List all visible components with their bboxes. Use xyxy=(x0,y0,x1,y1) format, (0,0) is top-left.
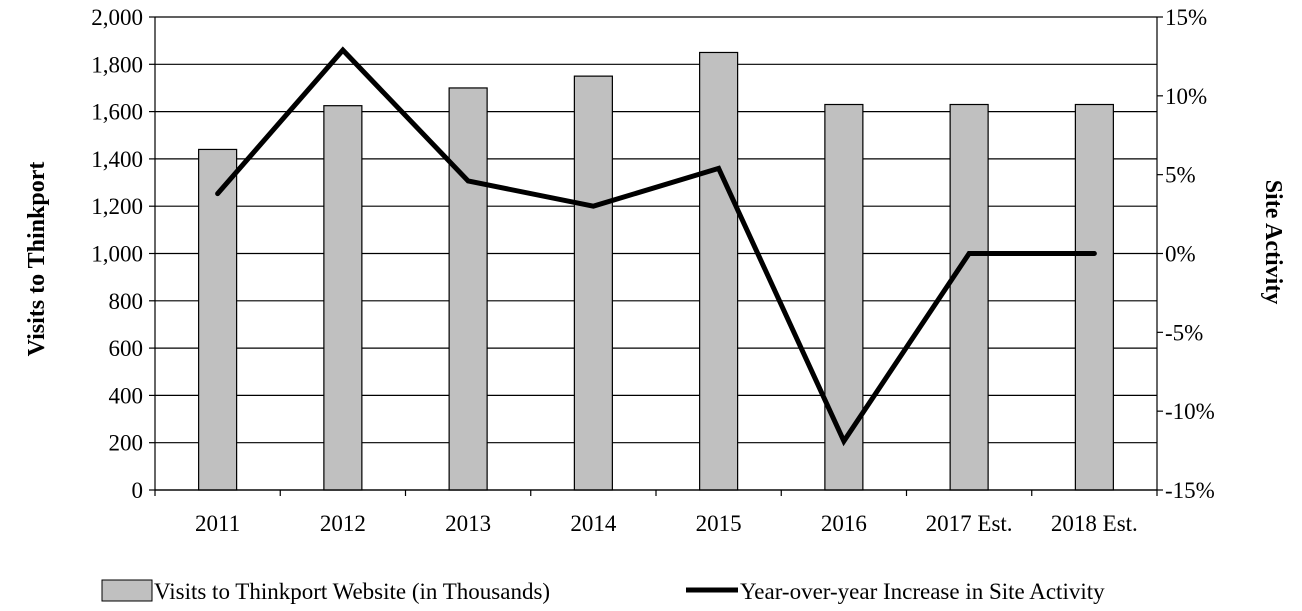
left-tick-label: 1,800 xyxy=(91,52,143,77)
category-label: 2011 xyxy=(195,511,240,536)
right-tick-label: 0% xyxy=(1165,242,1196,267)
right-tick-label: 10% xyxy=(1165,84,1207,109)
left-tick-label: 2,000 xyxy=(91,5,143,30)
growth-line xyxy=(215,46,1097,447)
category-label: 2018 Est. xyxy=(1051,511,1138,536)
category-label: 2017 Est. xyxy=(926,511,1013,536)
bar xyxy=(949,103,989,491)
bar xyxy=(1074,103,1114,491)
left-tick-label: 800 xyxy=(109,289,144,314)
right-tick-label: 5% xyxy=(1165,163,1196,188)
bar xyxy=(573,75,613,491)
bar-series xyxy=(198,51,1114,491)
left-axis-ticks: 0 200 400 600 800 1,000 1,200 1,400 1,600 1,800 2,… xyxy=(91,5,155,503)
left-tick-label: 1,200 xyxy=(91,194,143,219)
category-label: 2012 xyxy=(320,511,366,536)
bar xyxy=(323,105,363,491)
left-tick-label: 0 xyxy=(132,478,144,503)
legend-line-label: Year-over-year Increase in Site Activity xyxy=(740,579,1105,604)
right-axis-ticks: -15% -10% -5% 0% 5% 10% 15% xyxy=(1157,5,1215,503)
bar xyxy=(824,103,864,491)
right-axis-title: Site Activity xyxy=(1260,180,1286,305)
left-tick-label: 600 xyxy=(109,336,144,361)
left-tick-label: 1,400 xyxy=(91,147,143,172)
category-label: 2014 xyxy=(570,511,617,536)
gridlines xyxy=(155,16,1157,491)
axes xyxy=(154,17,1158,496)
legend: Visits to Thinkport Website (in Thousand… xyxy=(101,579,1105,604)
bar xyxy=(198,148,238,491)
right-tick-label: 15% xyxy=(1165,5,1207,30)
category-label: 2015 xyxy=(696,511,742,536)
left-tick-label: 200 xyxy=(109,431,144,456)
legend-bar-label: Visits to Thinkport Website (in Thousand… xyxy=(154,579,550,604)
left-tick-label: 1,000 xyxy=(91,242,143,267)
category-label: 2016 xyxy=(821,511,867,536)
left-tick-label: 400 xyxy=(109,383,144,408)
legend-bar-swatch xyxy=(101,579,153,602)
left-tick-label: 1,600 xyxy=(91,100,143,125)
category-label: 2013 xyxy=(445,511,491,536)
line-series xyxy=(215,46,1097,447)
bar xyxy=(448,87,488,491)
right-tick-label: -10% xyxy=(1165,399,1215,424)
right-tick-label: -5% xyxy=(1165,320,1203,345)
bar xyxy=(699,51,739,491)
left-axis-title: Visits to Thinkport xyxy=(24,162,50,357)
right-tick-label: -15% xyxy=(1165,478,1215,503)
category-axis-ticks: 2011 2012 2013 2014 2015 2016 2017 Est. 2018 Es… xyxy=(195,511,1138,536)
